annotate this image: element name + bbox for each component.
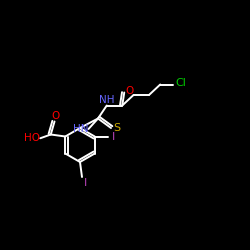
Text: S: S [113, 123, 120, 133]
Text: Cl: Cl [175, 78, 186, 88]
Text: I: I [112, 132, 115, 141]
Text: HN: HN [72, 124, 88, 134]
Text: O: O [126, 86, 134, 96]
Text: HO: HO [24, 133, 40, 143]
Text: NH: NH [98, 95, 114, 105]
Text: O: O [51, 112, 60, 122]
Text: I: I [84, 178, 87, 188]
